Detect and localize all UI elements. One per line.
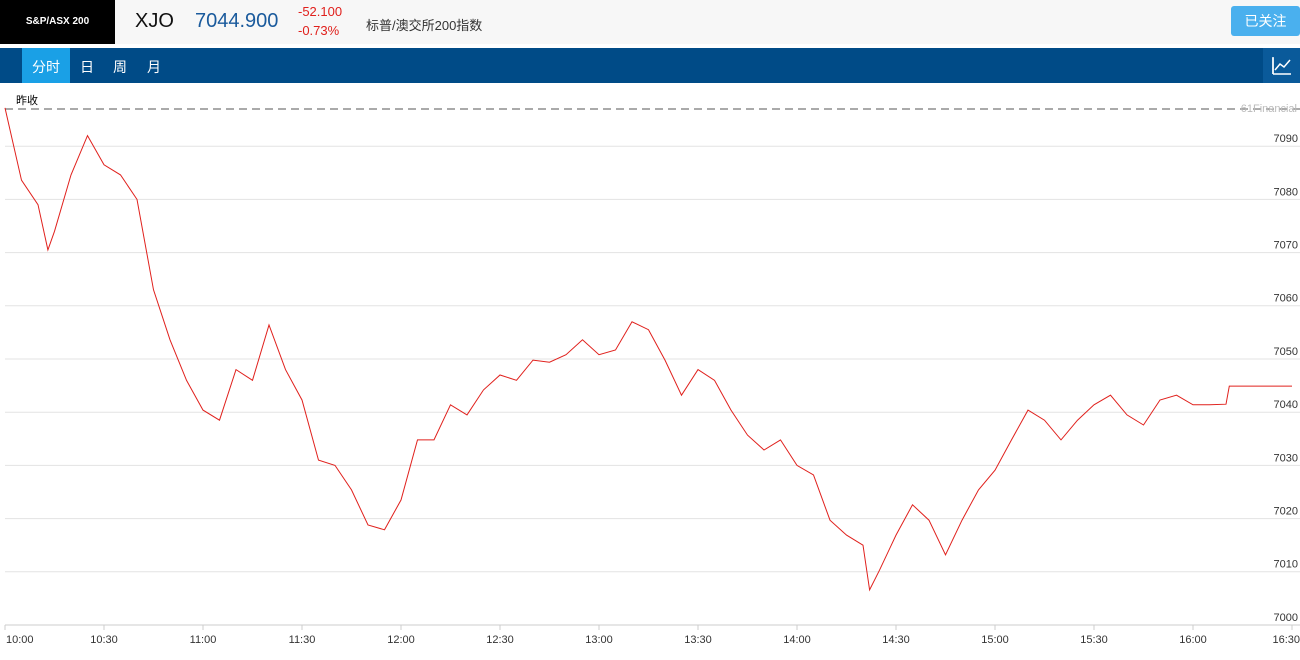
y-tick-label: 7020 bbox=[1274, 506, 1298, 518]
x-tick-label: 13:00 bbox=[585, 634, 613, 646]
y-tick-label: 7000 bbox=[1274, 612, 1298, 624]
header: S&P/ASX 200 XJO 7044.900 -52.100 -0.73% … bbox=[0, 0, 1300, 44]
prev-close-label: 昨收 bbox=[16, 93, 38, 107]
y-tick-label: 7070 bbox=[1274, 240, 1298, 252]
nav-bar: 分时 日 周 月 bbox=[0, 48, 1300, 83]
tab[interactable]: 周 bbox=[113, 59, 127, 75]
price: 7044.900 bbox=[195, 10, 279, 32]
x-tick-label: 14:30 bbox=[882, 634, 910, 646]
watermark: 61Financial bbox=[1241, 103, 1297, 115]
x-tick-label: 11:30 bbox=[289, 634, 316, 646]
x-tick-label: 13:30 bbox=[684, 634, 712, 646]
x-tick-label: 11:00 bbox=[190, 634, 217, 646]
chart: 7000 7010 7020 7030 7040 7050 7060 7070 7080 7090… bbox=[4, 93, 1300, 646]
x-tick-label: 12:30 bbox=[486, 634, 514, 646]
x-tick-label: 14:00 bbox=[783, 634, 811, 646]
y-tick-label: 7080 bbox=[1274, 186, 1298, 198]
x-tick-label: 15:30 bbox=[1080, 634, 1108, 646]
y-tick-label: 7060 bbox=[1274, 293, 1298, 305]
symbol: XJO bbox=[135, 10, 174, 32]
logo: S&P/ASX 200 bbox=[0, 0, 115, 44]
y-tick-label: 7090 bbox=[1274, 133, 1298, 145]
x-tick-label: 15:00 bbox=[981, 634, 1009, 646]
y-tick-label: 7040 bbox=[1274, 399, 1298, 411]
x-tick-label: 10:00 bbox=[6, 634, 34, 646]
follow-button[interactable]: 已关注 bbox=[1231, 6, 1300, 36]
change-percent: -0.73% bbox=[298, 23, 340, 38]
tab[interactable]: 分时 bbox=[22, 48, 70, 83]
tab[interactable]: 月 bbox=[147, 59, 161, 75]
x-tick-label: 16:30 bbox=[1272, 634, 1300, 646]
chart-type-button[interactable] bbox=[1263, 48, 1300, 83]
y-tick-label: 7030 bbox=[1274, 452, 1298, 464]
index-name: 标普/澳交所200指数 bbox=[366, 18, 483, 33]
y-tick-label: 7010 bbox=[1274, 559, 1298, 571]
x-tick-label: 12:00 bbox=[387, 634, 415, 646]
change: -52.100 bbox=[298, 4, 343, 19]
x-tick-label: 16:00 bbox=[1179, 634, 1207, 646]
price-line bbox=[4, 107, 1292, 592]
y-tick-label: 7050 bbox=[1274, 346, 1298, 358]
x-tick-label: 10:30 bbox=[90, 634, 118, 646]
tab[interactable]: 日 bbox=[80, 59, 94, 75]
